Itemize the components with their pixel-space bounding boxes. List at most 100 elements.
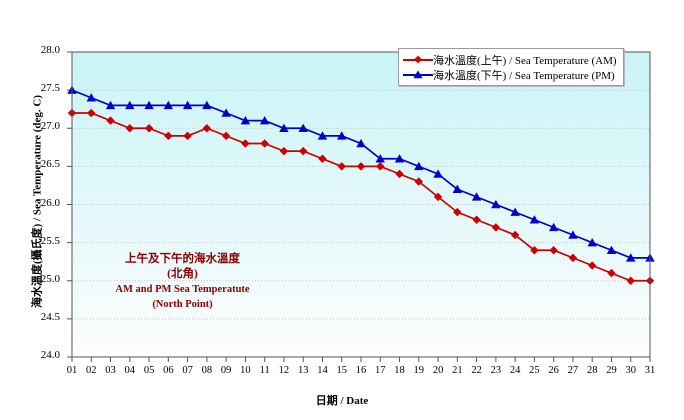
data-point-marker [510,230,520,240]
data-series-layer [67,85,655,285]
x-axis-title: 日期 / Date [315,395,369,407]
data-point-marker [202,100,212,110]
data-point-marker [356,162,366,171]
x-tick-label: 15 [336,365,347,376]
legend-marker-triangle-icon [403,68,433,81]
data-point-marker [568,230,578,239]
data-point-marker [568,253,578,263]
series-pm [67,85,655,262]
data-point-marker [529,215,540,224]
data-point-marker [125,124,135,133]
y-tick-label: 27.0 [40,120,60,133]
data-point-marker [395,169,404,179]
data-point-marker [87,108,96,118]
x-tick-label: 22 [471,365,482,376]
plot-border [71,51,651,358]
data-point-marker [414,177,424,186]
data-point-marker [394,154,405,163]
x-tick-label: 29 [606,365,617,376]
data-point-marker [298,146,308,156]
x-tick-label: 27 [567,365,579,376]
data-point-marker [375,154,385,163]
data-point-marker [548,222,559,232]
x-tick-label: 01 [66,365,78,376]
data-point-marker [144,100,154,110]
x-tick-label: 08 [201,365,213,376]
data-point-marker [452,184,463,193]
x-tick-marks [71,357,651,362]
x-tick-label: 26 [548,365,559,376]
data-point-marker [626,276,635,285]
data-point-marker [510,207,520,216]
data-point-marker [125,100,135,110]
legend-label-am: 海水溫度(上午) / Sea Temperature (AM) [433,54,617,67]
data-point-marker [279,123,289,132]
data-point-marker [163,100,174,110]
x-tick-label: 21 [452,365,463,376]
x-tick-label: 30 [625,365,636,376]
data-point-marker [433,192,443,202]
y-tick-label: 27.5 [40,82,60,95]
x-tick-label: 05 [143,365,155,376]
data-point-marker [587,238,597,247]
x-tick-label: 13 [297,365,309,376]
x-tick-label: 20 [432,365,444,376]
x-tick-label: 03 [105,365,116,376]
annotation-line-1: 上午及下午的海水溫度 [125,253,240,265]
data-point-marker [491,199,501,209]
data-point-marker [337,131,347,140]
data-point-marker [606,245,617,254]
data-point-marker [317,131,328,140]
y-tick-label: 24.5 [40,310,60,323]
data-point-marker [433,169,443,178]
data-point-marker [471,192,482,201]
data-point-marker [241,139,250,148]
annotation-line-3: AM and PM Sea Temperatute [115,284,250,295]
y-tick-marks [67,51,72,358]
legend: 海水溫度(上午) / Sea Temperature (AM) 海水溫度(下午)… [398,48,624,86]
data-point-marker [182,100,193,110]
y-tick-label: 26.5 [40,158,60,171]
data-point-marker [298,123,308,132]
data-point-marker [183,131,192,141]
data-point-marker [414,161,424,171]
x-tick-label: 16 [355,365,367,376]
y-tick-label: 26.0 [40,196,60,209]
chart-annotation: 上午及下午的海水溫度 (北角) AM and PM Sea Temperatut… [75,252,290,312]
x-tick-label: 14 [317,365,328,376]
x-tick-label: 04 [124,365,136,376]
x-tick-label: 07 [182,365,193,376]
data-point-marker [530,246,539,255]
data-point-marker [472,215,481,224]
x-tick-label: 06 [163,365,174,376]
legend-label-pm: 海水溫度(下午) / Sea Temperature (PM) [433,69,615,82]
y-tick-label: 25.0 [40,272,60,285]
data-point-marker [453,207,462,217]
data-point-marker [279,146,289,156]
data-point-marker [376,162,385,171]
data-point-marker [491,223,501,232]
data-point-marker [626,253,636,262]
data-point-marker [549,246,558,255]
x-tick-label: 31 [644,365,656,376]
x-tick-label: 19 [413,365,425,376]
data-point-marker [221,131,231,141]
data-point-marker [86,93,96,102]
x-tick-label: 24 [509,365,521,376]
y-tick-label: 24.0 [40,349,60,361]
data-point-marker [259,116,270,125]
data-point-marker [318,154,327,163]
legend-marker-diamond-icon [403,53,433,66]
legend-item-pm: 海水溫度(下午) / Sea Temperature (PM) [403,67,617,82]
y-tick-label: 25.5 [40,234,60,247]
x-tick-label: 25 [529,365,540,376]
x-tick-label: 11 [259,365,270,376]
x-tick-label: 10 [240,365,251,376]
annotation-line-4: (North Point) [152,299,213,310]
data-point-marker [260,139,269,148]
x-tick-label: 23 [490,365,502,376]
legend-item-am: 海水溫度(上午) / Sea Temperature (AM) [403,52,617,67]
data-point-marker [202,124,212,133]
